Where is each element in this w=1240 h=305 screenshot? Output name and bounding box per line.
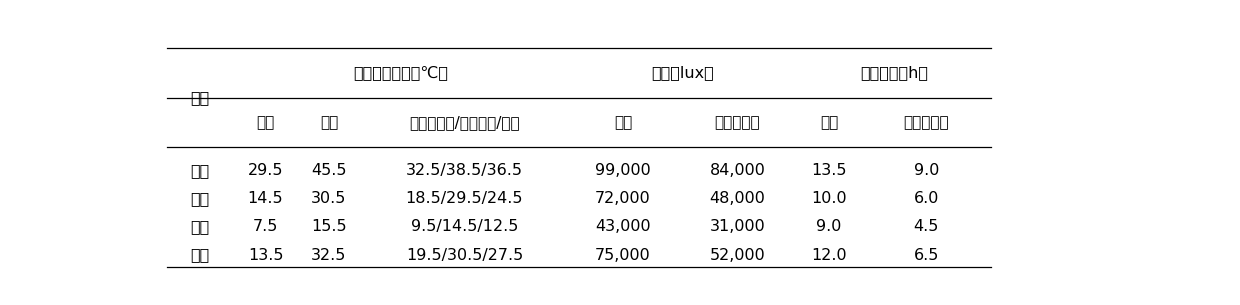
Text: 72,000: 72,000 xyxy=(595,191,651,206)
Text: 10.0: 10.0 xyxy=(811,191,847,206)
Text: 31,000: 31,000 xyxy=(709,219,765,234)
Text: 12.0: 12.0 xyxy=(811,248,847,263)
Text: 52,000: 52,000 xyxy=(709,248,765,263)
Text: 光照时间（h）: 光照时间（h） xyxy=(861,66,928,81)
Text: 15.5: 15.5 xyxy=(311,219,347,234)
Text: 最高: 最高 xyxy=(320,115,339,130)
Text: 7.5: 7.5 xyxy=(253,219,278,234)
Text: 6.5: 6.5 xyxy=(914,248,939,263)
Text: 最高: 最高 xyxy=(614,115,632,130)
Text: 夏季: 夏季 xyxy=(191,163,210,178)
Text: 4.5: 4.5 xyxy=(914,219,939,234)
Text: 日平均最高: 日平均最高 xyxy=(714,115,760,130)
Text: 84,000: 84,000 xyxy=(709,163,765,178)
Text: 48,000: 48,000 xyxy=(709,191,765,206)
Text: 18.5/29.5/24.5: 18.5/29.5/24.5 xyxy=(405,191,523,206)
Text: 季节: 季节 xyxy=(191,90,210,105)
Text: 43,000: 43,000 xyxy=(595,219,651,234)
Text: 9.0: 9.0 xyxy=(816,219,842,234)
Text: 最大: 最大 xyxy=(820,115,838,130)
Text: 最低: 最低 xyxy=(257,115,274,130)
Text: 9.5/14.5/12.5: 9.5/14.5/12.5 xyxy=(410,219,518,234)
Text: 99,000: 99,000 xyxy=(595,163,651,178)
Text: 45.5: 45.5 xyxy=(311,163,347,178)
Text: 春季: 春季 xyxy=(191,248,210,263)
Text: 30.5: 30.5 xyxy=(311,191,347,206)
Text: 秋季: 秋季 xyxy=(191,191,210,206)
Text: 日平均最长: 日平均最长 xyxy=(904,115,949,130)
Text: 9.0: 9.0 xyxy=(914,163,939,178)
Text: 日平均最低/平均最高/平均: 日平均最低/平均最高/平均 xyxy=(409,115,520,130)
Text: 29.5: 29.5 xyxy=(248,163,283,178)
Text: 32.5/38.5/36.5: 32.5/38.5/36.5 xyxy=(405,163,523,178)
Text: 6.0: 6.0 xyxy=(914,191,939,206)
Text: 75,000: 75,000 xyxy=(595,248,651,263)
Text: 19.5/30.5/27.5: 19.5/30.5/27.5 xyxy=(405,248,523,263)
Text: 13.5: 13.5 xyxy=(248,248,283,263)
Text: 14.5: 14.5 xyxy=(248,191,283,206)
Text: 冬季: 冬季 xyxy=(191,219,210,234)
Text: 32.5: 32.5 xyxy=(311,248,347,263)
Text: 13.5: 13.5 xyxy=(811,163,847,178)
Text: 光强（lux）: 光强（lux） xyxy=(651,66,714,81)
Text: 反应器内温度（℃）: 反应器内温度（℃） xyxy=(353,66,449,81)
